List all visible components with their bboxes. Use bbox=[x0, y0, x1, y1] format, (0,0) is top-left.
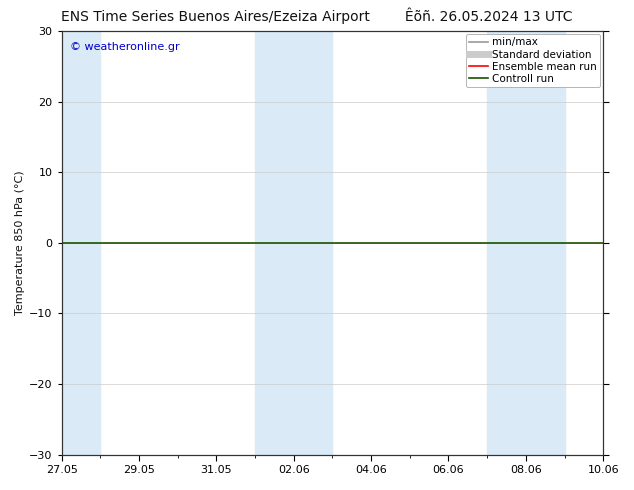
Bar bbox=[294, 31, 332, 455]
Bar bbox=[487, 31, 526, 455]
Legend: min/max, Standard deviation, Ensemble mean run, Controll run: min/max, Standard deviation, Ensemble me… bbox=[466, 34, 600, 87]
Bar bbox=[255, 31, 294, 455]
Text: ENS Time Series Buenos Aires/Ezeiza Airport        Êõñ. 26.05.2024 13 UTC: ENS Time Series Buenos Aires/Ezeiza Airp… bbox=[61, 7, 573, 24]
Y-axis label: Temperature 850 hPa (°C): Temperature 850 hPa (°C) bbox=[15, 171, 25, 315]
Bar bbox=[61, 31, 100, 455]
Text: © weatheronline.gr: © weatheronline.gr bbox=[70, 42, 179, 52]
Bar bbox=[526, 31, 564, 455]
